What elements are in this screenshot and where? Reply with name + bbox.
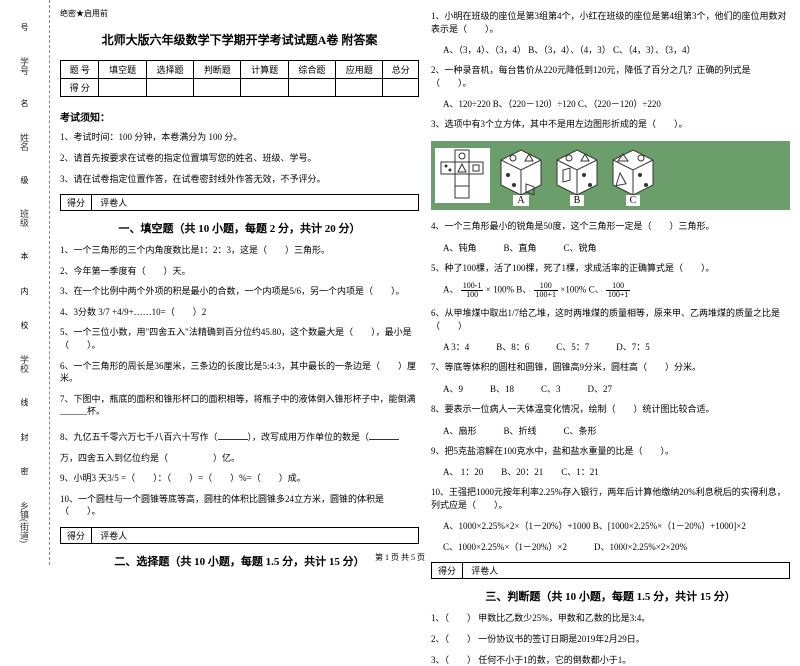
choice-q9-opts: A、 1：20 B、20：21 C、1：21	[443, 465, 790, 478]
binding-label-name: 姓名	[18, 133, 31, 151]
th: 选择题	[146, 61, 193, 79]
choice-q2: 2、一种录音机，每台售价从220元降低到120元，降低了百分之几？正确的列式是（…	[431, 64, 790, 89]
fill-q2: 2、今年第一季度有（ ）天。	[60, 265, 419, 278]
binding-field: 线	[21, 397, 29, 408]
score-box: 得分 评卷人	[60, 194, 419, 211]
binding-field: 密	[21, 466, 29, 477]
cube-label-b: B	[570, 195, 585, 206]
binding-field: 封	[21, 432, 29, 443]
th: 计算题	[241, 61, 288, 79]
cube-a-icon	[496, 145, 546, 195]
judge-q1: 1、（ ） 甲数比乙数少25%，甲数和乙数的比是3:4。	[431, 612, 790, 625]
binding-field: 本	[21, 251, 29, 262]
reviewer-label: 评卷人	[94, 528, 133, 543]
choice-q2-opts: A、120÷220 B、（220－120）÷120 C、（220－120）÷22…	[443, 97, 790, 110]
choice-q8: 8、要表示一位病人一天体温变化情况，绘制（ ）统计图比较合适。	[431, 403, 790, 416]
binding-label-school: 学校	[18, 355, 31, 373]
choice-q8-opts: A、扇形 B、折线 C、条形	[443, 424, 790, 437]
row-label: 得 分	[61, 79, 99, 97]
score-label: 得分	[61, 195, 92, 210]
cube-figure-row: A B	[431, 141, 790, 210]
fill-q9: 9、小明3 天3/5 =（ ）：（ ）=（ ）%=（ ）成。	[60, 472, 419, 485]
choice-q3: 3、选项中有3个立方体，其中不是用左边图形折成的是（ ）。	[431, 118, 790, 131]
cube-c-icon	[608, 145, 658, 195]
cube-label-a: A	[513, 195, 528, 206]
choice-q9: 9、把5克盐溶解在100克水中，盐和盐水重量的比是（ ）。	[431, 445, 790, 458]
binding-margin: 号 学号 名 姓名 级 班级 本 内 校 学校 线 封 密 乡镇(街道)	[0, 0, 50, 565]
right-column: 1、小明在班级的座位是第3组第4个，小红在班级的座位是第4组第3个，他们的座位用…	[431, 8, 790, 557]
left-column: 绝密★启用前 北师大版六年级数学下学期开学考试试题A卷 附答案 题 号 填空题 …	[60, 8, 419, 557]
th: 填空题	[99, 61, 146, 79]
fill-q4: 4、3分数 3/7 +4/9+……10=（ ）2	[60, 306, 419, 319]
reviewer-label: 评卷人	[465, 563, 504, 578]
judge-q2: 2、（ ） 一份协议书的签订日期是2019年2月29日。	[431, 633, 790, 646]
choice-q10-opts-b: C、1000×2.25%×（1－20%）×2 D、1000×2.25%×2×20…	[443, 540, 790, 553]
choice-q7-opts: A、9 B、18 C、3 D、27	[443, 382, 790, 395]
choice-q1-opts: A、（3，4）、（3，4） B、（3，4）、（4，3） C、（4，3）、（3，4…	[443, 43, 790, 56]
binding-field: 名	[21, 98, 29, 109]
cube-label-c: C	[626, 195, 641, 206]
secret-label: 绝密★启用前	[60, 8, 419, 19]
notice-item: 2、请首先按要求在试卷的指定位置填写您的姓名、班级、学号。	[60, 151, 419, 164]
section-judge-title: 三、判断题（共 10 小题，每题 1.5 分，共计 15 分）	[431, 588, 790, 604]
th: 应用题	[336, 61, 383, 79]
score-label: 得分	[61, 528, 92, 543]
th: 总分	[383, 61, 419, 79]
fill-q1: 1、一个三角形的三个内角度数比是1：2：3，这是（ ）三角形。	[60, 244, 419, 257]
judge-q3: 3、（ ） 任何不小于1的数，它的倒数都小于1。	[431, 654, 790, 666]
choice-q6: 6、从甲堆煤中取出1/7给乙堆，这时两堆煤的质量相等，原来甲、乙两堆煤的质量之比…	[431, 307, 790, 332]
th: 综合题	[288, 61, 335, 79]
notice-title: 考试须知：	[60, 109, 419, 124]
section-fill-title: 一、填空题（共 10 小题，每题 2 分，共计 20 分）	[60, 220, 419, 236]
choice-q1: 1、小明在班级的座位是第3组第4个，小红在班级的座位是第4组第3个，他们的座位用…	[431, 10, 790, 35]
binding-label-class: 班级	[18, 209, 31, 227]
fill-q6: 6、一个三角形的周长是36厘米，三条边的长度比是5:4:3，其中最长的一条边是（…	[60, 360, 419, 385]
page-footer: 第 1 页 共 5 页	[375, 552, 425, 563]
fill-q8c: 万，四舍五入到亿位约是（ ）亿。	[60, 452, 419, 465]
th: 题 号	[61, 61, 99, 79]
choice-q10: 10、王强把1000元按年利率2.25%存入银行，两年后计算他缴纳20%利息税后…	[431, 486, 790, 511]
choice-q10-opts-a: A、1000×2.25%×2×（1－20%）+1000 B、[1000×2.25…	[443, 519, 790, 532]
cube-net-icon	[435, 148, 490, 203]
th: 判断题	[194, 61, 241, 79]
binding-field: 内	[21, 286, 29, 297]
binding-field: 号	[21, 22, 29, 33]
fill-q5: 5、一个三位小数，用"四舍五入"法精确到百分位约45.80，这个数最大是（ ），…	[60, 326, 419, 351]
choice-q5: 5、种了100棵，活了100棵，死了1棵，求成活率的正确算式是（ ）。	[431, 262, 790, 275]
cube-b-icon	[552, 145, 602, 195]
score-label: 得分	[432, 563, 463, 578]
exam-title: 北师大版六年级数学下学期开学考试试题A卷 附答案	[60, 31, 419, 48]
binding-label-id: 学号	[18, 57, 31, 75]
choice-q6-opts: A 3：4 B、8：6 C、5：7 D、7：5	[443, 340, 790, 353]
section-choice-title: 二、选择题（共 10 小题，每题 1.5 分，共计 15 分）	[60, 553, 419, 569]
notice-item: 3、请在试卷指定位置作答，在试卷密封线外作答无效，不予评分。	[60, 172, 419, 185]
notice-item: 1、考试时间：100 分钟，本卷满分为 100 分。	[60, 130, 419, 143]
fill-q3: 3、在一个比例中两个外项的积是最小的合数，一个内项是5/6，另一个内项是（ ）。	[60, 285, 419, 298]
choice-q5-opts: A、 100-1100 × 100% B、 100100+1 ×100% C、 …	[443, 282, 790, 299]
choice-q7: 7、等底等体积的圆柱和圆锥，圆锥高9分米，圆柱高（ ）分米。	[431, 361, 790, 374]
reviewer-label: 评卷人	[94, 195, 133, 210]
binding-field: 级	[21, 175, 29, 186]
binding-label-town: 乡镇(街道)	[18, 501, 31, 543]
fill-q7: 7、下图中，瓶底的面积和锥形杯口的面积相等，将瓶子中的液体倒入锥形杯子中，能倒满…	[60, 393, 419, 418]
choice-q4: 4、一个三角形最小的锐角是50度，这个三角形一定是（ ）三角形。	[431, 220, 790, 233]
score-table: 题 号 填空题 选择题 判断题 计算题 综合题 应用题 总分 得 分	[60, 60, 419, 97]
binding-field: 校	[21, 320, 29, 331]
fill-q8: 8、九亿五千零六万七千八百六十写作（），改写成用万作单位的数是（	[60, 430, 419, 444]
fill-q10: 10、一个圆柱与一个圆锥等底等高，圆柱的体积比圆锥多24立方米，圆锥的体积是（ …	[60, 493, 419, 518]
choice-q4-opts: A、钝角 B、直角 C、锐角	[443, 241, 790, 254]
score-box: 得分 评卷人	[60, 527, 419, 544]
